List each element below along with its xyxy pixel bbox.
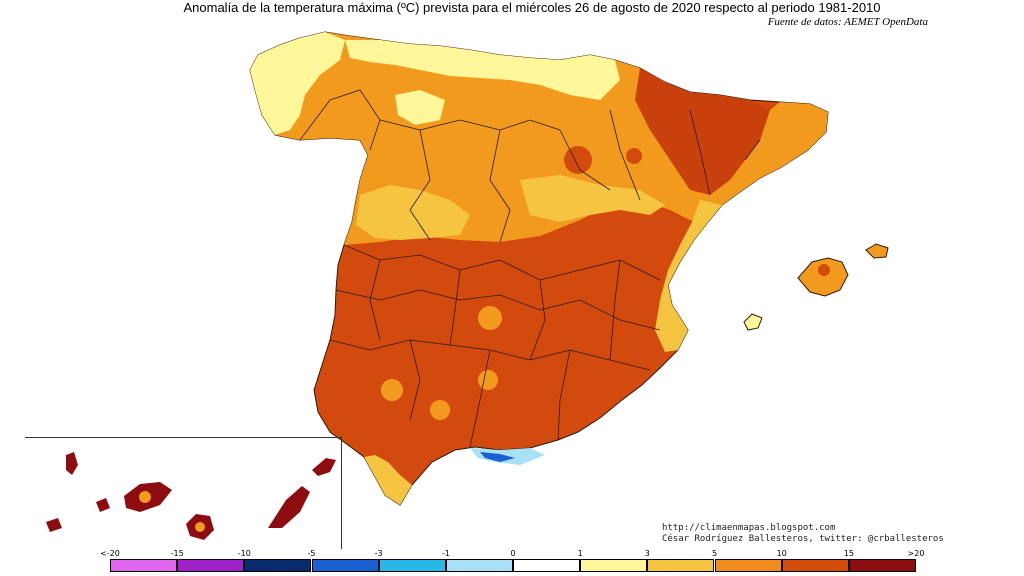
legend-label: 5 bbox=[711, 549, 718, 558]
legend-label: <-20 bbox=[100, 549, 120, 558]
legend-swatch bbox=[110, 559, 178, 572]
ibiza bbox=[743, 313, 763, 331]
legend-label: 10 bbox=[776, 549, 787, 558]
mallorca-hot-spot bbox=[818, 264, 830, 276]
legend-swatch bbox=[781, 559, 849, 572]
legend-swatch bbox=[580, 559, 648, 572]
canary-islands-inset bbox=[46, 452, 336, 540]
legend-swatch bbox=[647, 559, 715, 572]
legend-swatch bbox=[848, 559, 916, 572]
hot-spot bbox=[626, 148, 642, 164]
la-gomera bbox=[96, 498, 110, 512]
hot-spot bbox=[478, 370, 498, 390]
teide-spot bbox=[139, 491, 151, 503]
legend-label: -5 bbox=[307, 549, 316, 558]
legend-label: -1 bbox=[441, 549, 450, 558]
south-coast-blue-zone bbox=[480, 452, 515, 462]
hot-spot bbox=[564, 146, 592, 174]
el-hierro bbox=[46, 518, 62, 532]
la-palma bbox=[66, 452, 78, 475]
legend-swatch bbox=[311, 559, 379, 572]
credits: http://climaenmapas.blogspot.com César R… bbox=[662, 523, 944, 545]
south-coast-yellow-zone bbox=[364, 455, 412, 505]
legend-label: >20 bbox=[907, 549, 925, 558]
hot-spot bbox=[381, 379, 403, 401]
east-coast-yellow-zone bbox=[655, 200, 722, 352]
map-title: Anomalía de la temperatura máxima (ºC) p… bbox=[183, 0, 881, 15]
mallorca bbox=[797, 257, 849, 297]
legend-label: 0 bbox=[510, 549, 516, 558]
legend-swatch bbox=[513, 559, 581, 572]
menorca bbox=[865, 243, 889, 259]
fuerteventura bbox=[268, 486, 310, 528]
data-source: Fuente de datos: AEMET OpenData bbox=[767, 16, 928, 28]
legend-label: -10 bbox=[237, 549, 251, 558]
legend-swatch bbox=[378, 559, 446, 572]
north-coast-yellow-zone bbox=[345, 40, 620, 100]
canary-inset-frame bbox=[25, 437, 342, 549]
legend-label: 3 bbox=[644, 549, 650, 558]
central-yellow-band bbox=[356, 185, 470, 240]
legend-label: -3 bbox=[374, 549, 383, 558]
legend-swatch bbox=[714, 559, 782, 572]
legend-swatch bbox=[445, 559, 513, 572]
hot-spot bbox=[430, 400, 450, 420]
color-legend: <-20 -15 -10 -5 -3 -1 0 1 3 5 10 15 >20 bbox=[100, 549, 926, 576]
legend-label: -15 bbox=[170, 549, 184, 558]
blog-url: http://climaenmapas.blogspot.com bbox=[662, 523, 836, 533]
lanzarote bbox=[312, 458, 336, 476]
interior-yellow-spot bbox=[395, 90, 445, 125]
ebro-yellow-band bbox=[520, 175, 665, 222]
legend-swatch bbox=[177, 559, 245, 572]
legend-label: 1 bbox=[577, 549, 583, 558]
galicia-yellow-zone bbox=[250, 32, 345, 135]
legend-label: 15 bbox=[843, 549, 854, 558]
legend-swatch bbox=[244, 559, 312, 572]
author-credit: César Rodríguez Ballesteros, twitter: @c… bbox=[662, 534, 944, 544]
gran-canaria-spot bbox=[195, 522, 205, 532]
province-borders bbox=[299, 89, 761, 448]
hot-spot bbox=[478, 306, 502, 330]
northeast-hot-zone bbox=[635, 68, 770, 195]
